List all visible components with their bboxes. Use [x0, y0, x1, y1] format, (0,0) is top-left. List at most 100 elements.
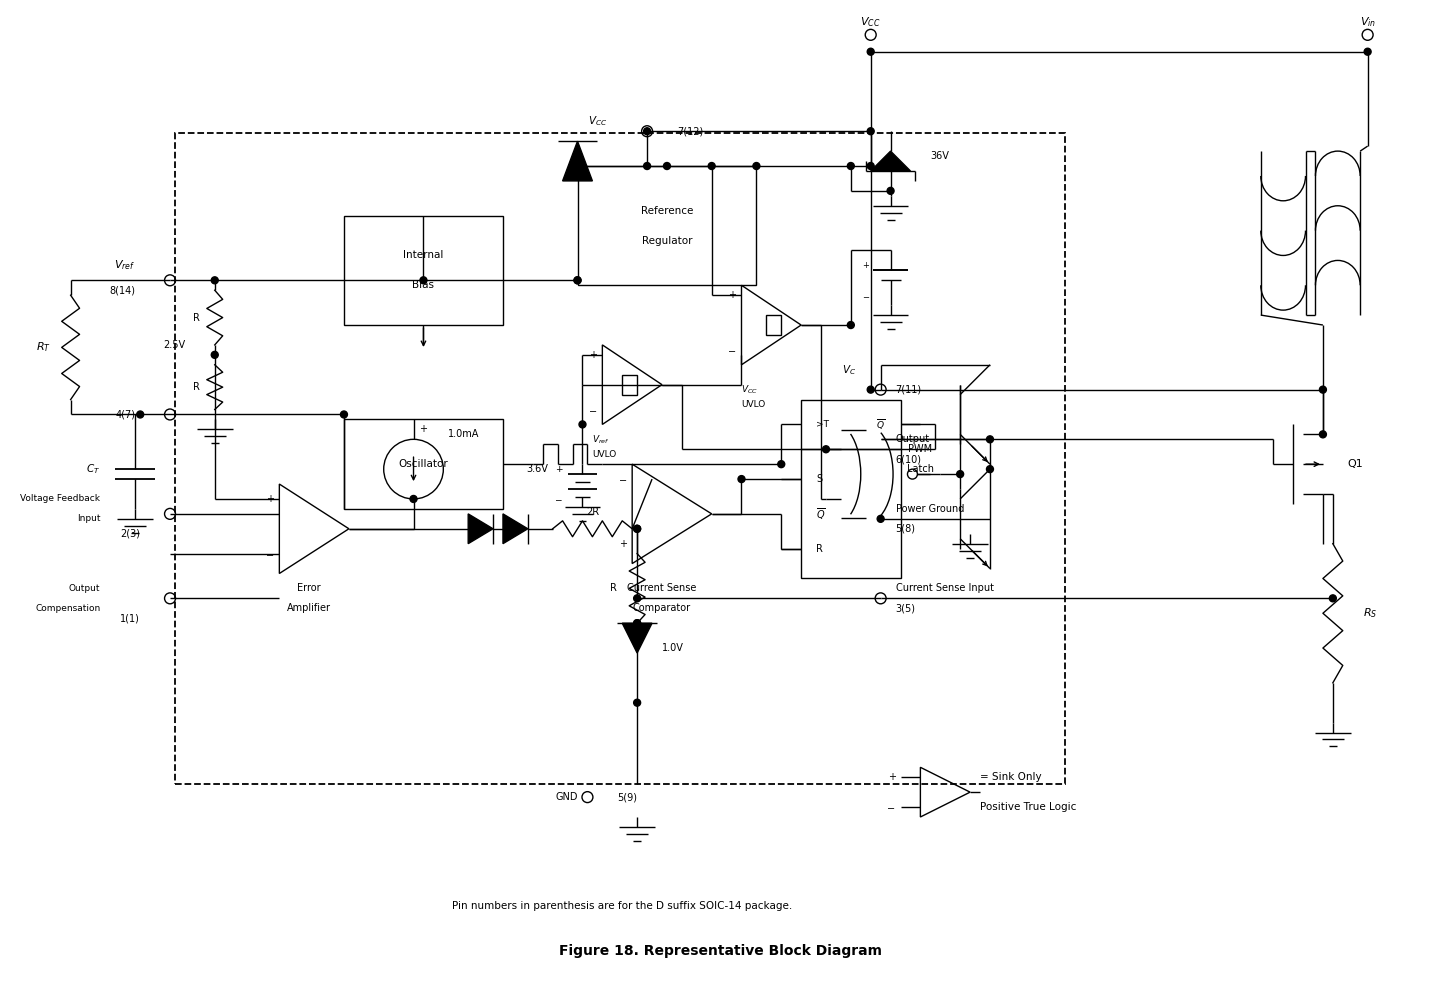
- Text: >T: >T: [816, 420, 829, 429]
- Polygon shape: [503, 514, 527, 544]
- Text: +: +: [420, 424, 427, 434]
- Text: $-$: $-$: [727, 344, 737, 355]
- Polygon shape: [468, 514, 493, 544]
- Bar: [622, 375, 637, 395]
- Circle shape: [634, 620, 641, 627]
- Text: PWM: PWM: [908, 444, 933, 455]
- Circle shape: [634, 525, 641, 532]
- Text: 1.0mA: 1.0mA: [448, 429, 480, 439]
- Circle shape: [573, 277, 581, 283]
- Text: R: R: [193, 382, 200, 393]
- Text: $V_{in}$: $V_{in}$: [1359, 15, 1375, 29]
- Text: $V_{CC}$: $V_{CC}$: [861, 15, 881, 29]
- Text: Regulator: Regulator: [642, 235, 693, 246]
- Text: $V_{ref}$: $V_{ref}$: [592, 433, 611, 446]
- Circle shape: [848, 162, 855, 169]
- Circle shape: [634, 595, 641, 602]
- Text: $-$: $-$: [588, 404, 598, 414]
- Text: $-$: $-$: [887, 802, 895, 812]
- Text: Compensation: Compensation: [34, 604, 101, 613]
- Text: Reference: Reference: [641, 206, 693, 215]
- Circle shape: [867, 128, 874, 135]
- Text: Voltage Feedback: Voltage Feedback: [20, 494, 101, 504]
- Text: 7(12): 7(12): [677, 126, 703, 136]
- Text: Bias: Bias: [412, 280, 434, 290]
- Circle shape: [708, 162, 716, 169]
- Circle shape: [877, 516, 884, 523]
- Circle shape: [986, 465, 993, 472]
- Text: Positive True Logic: Positive True Logic: [980, 802, 1076, 812]
- Text: Figure 18. Representative Block Diagram: Figure 18. Representative Block Diagram: [559, 945, 882, 958]
- Circle shape: [573, 162, 581, 169]
- Text: 8(14): 8(14): [109, 285, 135, 295]
- Text: $V_{CC}$: $V_{CC}$: [588, 114, 608, 128]
- Text: S: S: [816, 474, 822, 484]
- Text: 4(7): 4(7): [115, 409, 135, 419]
- Text: 1.0V: 1.0V: [662, 643, 684, 653]
- Text: $R_T$: $R_T$: [36, 340, 50, 354]
- Text: $\overline{Q}$: $\overline{Q}$: [875, 417, 885, 432]
- Polygon shape: [622, 623, 652, 653]
- Circle shape: [634, 525, 641, 532]
- Bar: [175, 133, 1065, 784]
- Text: +: +: [555, 464, 563, 473]
- Bar: [802, 400, 901, 579]
- Text: = Sink Only: = Sink Only: [980, 772, 1042, 782]
- Text: 6(10): 6(10): [895, 455, 921, 464]
- Text: 2.5V: 2.5V: [162, 339, 185, 350]
- Text: 36V: 36V: [930, 152, 950, 161]
- Circle shape: [822, 446, 829, 453]
- Text: 5(8): 5(8): [895, 523, 915, 533]
- Text: 2R: 2R: [586, 507, 599, 517]
- Circle shape: [739, 475, 744, 482]
- Circle shape: [410, 496, 417, 503]
- Text: 2(3): 2(3): [121, 528, 141, 539]
- Text: UVLO: UVLO: [592, 450, 616, 459]
- Circle shape: [1329, 595, 1336, 602]
- Text: $C_T$: $C_T$: [86, 462, 101, 476]
- Circle shape: [1319, 431, 1326, 438]
- Text: 1(1): 1(1): [121, 613, 141, 623]
- Circle shape: [137, 411, 144, 418]
- Bar: [343, 419, 503, 509]
- Text: 3.6V: 3.6V: [526, 464, 547, 474]
- Text: Error: Error: [297, 584, 320, 593]
- Text: Input: Input: [78, 515, 101, 523]
- Circle shape: [986, 436, 993, 443]
- Text: Amplifier: Amplifier: [287, 603, 331, 613]
- Text: Current Sense Input: Current Sense Input: [895, 584, 993, 593]
- Text: $V_{CC}$: $V_{CC}$: [741, 384, 759, 396]
- Text: UVLO: UVLO: [741, 400, 766, 409]
- Circle shape: [644, 128, 651, 135]
- Text: Comparator: Comparator: [632, 603, 691, 613]
- Text: R: R: [611, 584, 618, 593]
- Text: Q1: Q1: [1348, 460, 1364, 469]
- Polygon shape: [871, 152, 911, 171]
- Bar: [766, 315, 782, 335]
- Circle shape: [664, 162, 671, 169]
- Text: +: +: [589, 350, 598, 360]
- Circle shape: [341, 411, 348, 418]
- Text: $R_S$: $R_S$: [1362, 606, 1377, 620]
- Circle shape: [848, 322, 855, 329]
- Text: $V_C$: $V_C$: [842, 363, 856, 377]
- Text: Latch: Latch: [907, 464, 934, 474]
- Text: Current Sense: Current Sense: [628, 584, 697, 593]
- Text: +: +: [266, 494, 274, 504]
- Text: $\overline{Q}$: $\overline{Q}$: [816, 506, 826, 522]
- Circle shape: [634, 700, 641, 707]
- Text: $-$: $-$: [555, 494, 563, 504]
- Text: R: R: [816, 543, 823, 554]
- Text: +: +: [729, 290, 737, 300]
- Text: $-$: $-$: [862, 290, 869, 300]
- Circle shape: [777, 461, 785, 467]
- Text: R: R: [193, 313, 200, 323]
- Polygon shape: [563, 141, 592, 181]
- Circle shape: [867, 386, 874, 394]
- Circle shape: [579, 421, 586, 428]
- Circle shape: [887, 187, 894, 194]
- Circle shape: [211, 277, 218, 283]
- Circle shape: [957, 470, 964, 477]
- Text: 5(9): 5(9): [618, 792, 637, 802]
- Circle shape: [420, 277, 427, 283]
